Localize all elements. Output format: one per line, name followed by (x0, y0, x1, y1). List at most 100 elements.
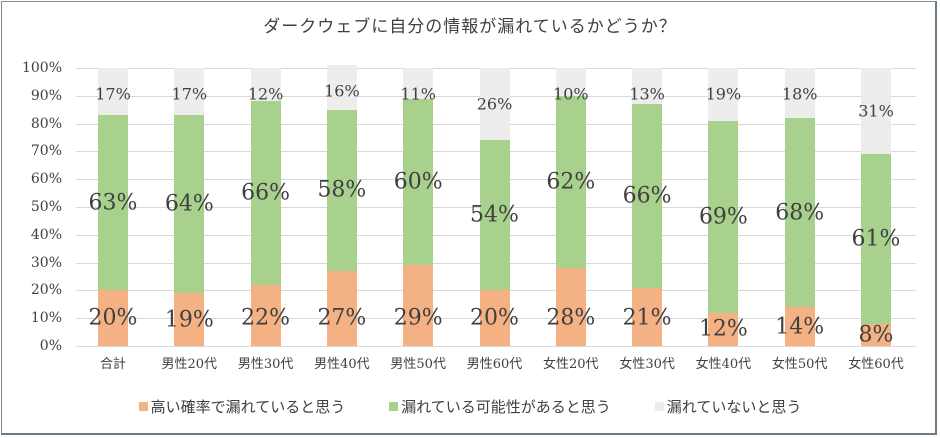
data-label: 64% (164, 191, 214, 217)
y-tick-label: 100% (21, 60, 62, 76)
bar-segment (326, 109, 357, 271)
data-label: 17% (95, 84, 131, 104)
y-tick-label: 20% (30, 282, 62, 299)
bar-segment (784, 307, 815, 346)
data-label: 31% (858, 101, 894, 121)
data-label: 69% (698, 204, 748, 230)
bar-segment (98, 68, 128, 116)
data-label: 10% (553, 84, 589, 104)
data-label: 17% (171, 84, 208, 104)
bar-segment (403, 98, 434, 266)
data-label: 16% (324, 81, 360, 101)
gridline (76, 346, 916, 347)
data-label: 19% (164, 307, 214, 333)
bar-segment (403, 68, 434, 99)
bar-segment (174, 68, 205, 116)
x-tick-label: 男性50代 (390, 357, 446, 372)
data-label: 54% (470, 202, 519, 228)
legend-item: 漏れている可能性があると思う (389, 396, 611, 417)
data-label: 28% (546, 305, 596, 331)
x-tick-label: 男性20代 (161, 357, 218, 372)
bar-segment (250, 68, 281, 102)
data-label: 20% (88, 305, 138, 331)
bar-segment (555, 268, 586, 346)
bar-segment (326, 65, 357, 110)
legend-item: 高い確率で漏れていると思う (138, 396, 346, 417)
data-label: 27% (317, 305, 367, 331)
legend-label: 高い確率で漏れていると思う (150, 398, 346, 416)
bar-segment (403, 265, 434, 346)
bar-segment (98, 115, 128, 291)
data-label: 21% (622, 305, 672, 331)
data-label: 11% (400, 84, 436, 104)
data-label: 14% (775, 314, 825, 340)
data-label: 8% (858, 322, 894, 348)
bar-segment (479, 140, 510, 291)
x-tick-label: 合計 (99, 357, 126, 372)
data-label: 58% (317, 177, 367, 203)
data-label: 60% (393, 169, 443, 195)
bar-segment (708, 312, 739, 346)
data-label: 20% (470, 305, 519, 331)
data-label: 66% (241, 180, 291, 206)
data-label: 66% (622, 183, 672, 209)
bar-segment (326, 270, 357, 346)
legend-label: 漏れていないと思う (666, 398, 802, 416)
legend-item: 漏れていないと思う (654, 396, 802, 417)
x-tick-label: 女性60代 (848, 357, 904, 372)
legend-label: 漏れている可能性があると思う (401, 398, 611, 416)
bar-segment (479, 290, 510, 346)
data-label: 61% (851, 226, 901, 252)
data-label: 12% (247, 84, 284, 104)
data-label: 22% (241, 305, 291, 331)
bar-segment (555, 68, 586, 96)
legend-swatch (389, 402, 399, 411)
chart-title: ダークウェブに自分の情報が漏れているかどうか？ (263, 17, 677, 37)
bar-segment (250, 284, 281, 346)
x-tick-label: 男性60代 (466, 357, 523, 372)
bar-segment (784, 118, 815, 308)
bar-segment (784, 68, 815, 119)
y-tick-label: 70% (30, 143, 62, 160)
data-label: 29% (393, 305, 443, 331)
y-tick-label: 80% (30, 115, 62, 132)
y-tick-label: 40% (30, 226, 62, 243)
data-label: 12% (698, 316, 748, 342)
legend-swatch (654, 402, 664, 411)
bar-segment (479, 68, 510, 141)
x-tick-label: 男性40代 (314, 357, 370, 372)
data-label: 18% (781, 84, 818, 104)
y-tick-label: 60% (30, 171, 62, 188)
data-label: 26% (476, 94, 513, 114)
data-label: 13% (629, 84, 665, 104)
bar-segment (98, 290, 128, 346)
bar-segment (861, 323, 891, 346)
data-label: 62% (546, 169, 596, 195)
legend: 高い確率で漏れていると思う 漏れている可能性があると思う 漏れていないと思う (0, 396, 940, 417)
bar-segment (555, 95, 586, 269)
bar-segment (861, 68, 891, 155)
bar-segment (708, 120, 739, 313)
data-label: 68% (775, 200, 825, 226)
x-tick-label: 女性40代 (695, 357, 752, 372)
legend-swatch (138, 402, 148, 411)
bar-segment (250, 101, 281, 285)
y-tick-label: 10% (30, 310, 62, 327)
bar-segment (708, 68, 739, 121)
x-tick-label: 男性30代 (237, 357, 294, 372)
bar-segment (632, 287, 663, 346)
x-tick-label: 女性20代 (543, 357, 599, 372)
bar-segment (632, 104, 663, 288)
x-tick-label: 女性50代 (771, 357, 828, 372)
x-tick-label: 女性30代 (619, 357, 675, 372)
data-label: 63% (88, 190, 138, 216)
bar-segment (174, 115, 205, 294)
y-tick-label: 90% (30, 87, 62, 104)
bar-segment (632, 68, 663, 105)
y-tick-label: 50% (30, 199, 62, 215)
y-tick-label: 30% (30, 254, 62, 271)
y-tick-label: 0% (39, 338, 62, 354)
bar-segment (174, 293, 205, 346)
data-label: 19% (705, 84, 742, 104)
